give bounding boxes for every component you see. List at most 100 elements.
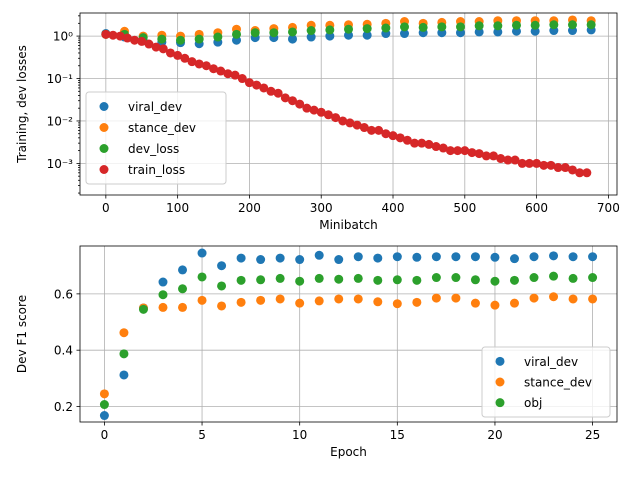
x-tick-label: 0 xyxy=(101,428,109,442)
data-point xyxy=(451,252,461,262)
data-point xyxy=(334,255,344,265)
data-point xyxy=(334,294,344,304)
x-tick-label: 5 xyxy=(198,428,206,442)
data-point xyxy=(302,103,312,113)
data-point xyxy=(99,389,109,399)
data-point xyxy=(158,277,168,287)
y-tick-label: 10⁻² xyxy=(47,114,74,128)
data-point xyxy=(373,253,383,263)
data-point xyxy=(295,99,305,109)
data-point xyxy=(99,411,109,421)
x-axis-title: Minibatch xyxy=(319,218,378,232)
data-point xyxy=(236,297,246,307)
data-point xyxy=(144,39,154,49)
data-point xyxy=(474,27,484,37)
data-point xyxy=(412,297,422,307)
data-point xyxy=(178,284,188,294)
data-point xyxy=(493,21,503,31)
data-point xyxy=(280,93,290,103)
data-point xyxy=(275,294,285,304)
legend-label: stance_dev xyxy=(128,121,196,135)
legend-label: train_loss xyxy=(128,163,185,177)
data-point xyxy=(259,83,269,93)
data-point xyxy=(176,35,186,45)
data-point xyxy=(451,273,461,283)
data-point xyxy=(180,53,190,63)
series-stance_dev xyxy=(99,292,598,399)
data-point xyxy=(490,276,500,286)
data-point xyxy=(524,158,534,168)
data-point xyxy=(588,252,598,262)
legend-label: stance_dev xyxy=(524,376,592,390)
y-axis: 0.2 0.4 0.6 xyxy=(54,287,80,414)
data-point xyxy=(230,70,240,80)
data-point xyxy=(158,302,168,312)
data-point xyxy=(517,158,527,168)
data-point xyxy=(275,253,285,263)
data-point xyxy=(244,78,254,88)
data-point xyxy=(451,293,461,303)
x-tick-label: 400 xyxy=(382,201,405,215)
data-point xyxy=(399,22,409,32)
data-point xyxy=(438,143,448,153)
legend-marker xyxy=(99,123,109,132)
y-tick-label: 0.4 xyxy=(54,344,73,358)
data-point xyxy=(417,138,427,148)
data-point xyxy=(344,24,353,34)
legend: viral_dev stance_dev dev_loss train_loss xyxy=(85,91,227,185)
data-point xyxy=(509,254,519,264)
data-point xyxy=(582,168,592,178)
data-point xyxy=(392,252,402,262)
data-point xyxy=(496,154,506,164)
data-point xyxy=(402,135,412,145)
data-point xyxy=(194,34,204,44)
data-point xyxy=(431,252,441,262)
data-point xyxy=(568,294,578,304)
legend-marker xyxy=(495,356,505,366)
legend-marker xyxy=(99,165,109,174)
data-point xyxy=(314,296,324,306)
data-point xyxy=(237,74,247,84)
legend-marker xyxy=(495,398,505,408)
data-point xyxy=(493,27,503,37)
series-train_loss xyxy=(101,29,592,178)
x-tick-label: 600 xyxy=(525,201,548,215)
data-point xyxy=(490,300,500,310)
data-point xyxy=(151,42,161,52)
data-point xyxy=(455,22,465,32)
data-point xyxy=(216,66,226,76)
data-point xyxy=(431,142,441,152)
x-tick-label: 100 xyxy=(166,201,189,215)
data-point xyxy=(314,250,324,260)
data-point xyxy=(334,274,344,284)
legend-marker xyxy=(99,102,109,111)
data-point xyxy=(395,133,405,143)
data-point xyxy=(481,151,491,161)
x-tick-label: 10 xyxy=(292,428,307,442)
data-point xyxy=(588,294,598,304)
data-point xyxy=(325,31,335,41)
data-point xyxy=(549,20,559,30)
data-point xyxy=(424,139,434,149)
data-point xyxy=(353,294,363,304)
data-point xyxy=(309,105,319,115)
data-point xyxy=(470,252,480,262)
y-tick-label: 10⁻¹ xyxy=(47,72,74,86)
data-point xyxy=(325,25,335,35)
data-point xyxy=(586,20,596,30)
data-point xyxy=(529,293,539,303)
y-tick-label: 10⁻³ xyxy=(47,157,74,171)
data-point xyxy=(138,304,148,314)
data-point xyxy=(99,400,109,410)
data-point xyxy=(374,125,384,135)
x-tick-label: 15 xyxy=(390,428,405,442)
data-point xyxy=(431,273,441,283)
x-axis: 0 100 200 300 400 500 600 700 xyxy=(102,195,620,215)
data-point xyxy=(194,59,204,69)
data-point xyxy=(373,297,383,307)
data-point xyxy=(453,146,463,156)
data-point xyxy=(373,275,383,285)
data-point xyxy=(197,272,207,282)
legend-marker xyxy=(99,144,109,153)
